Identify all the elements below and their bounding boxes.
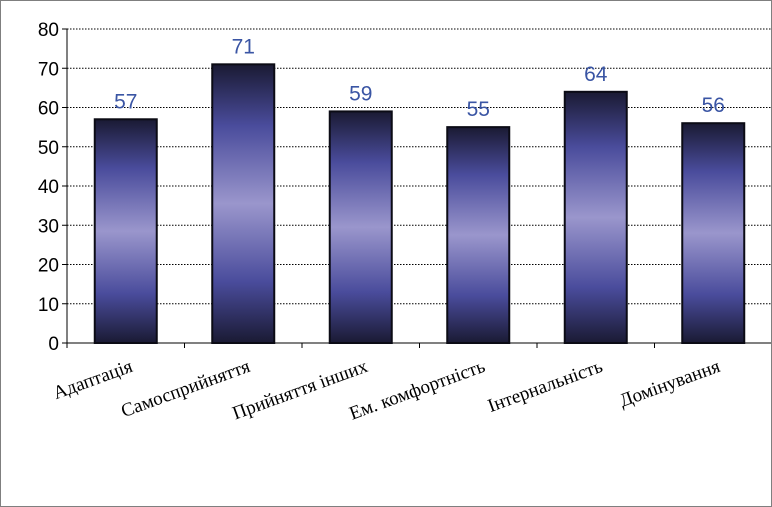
y-tick-label: 0 [48, 334, 59, 355]
bar-3 [328, 110, 393, 344]
data-label-5: 64 [584, 63, 608, 86]
y-tick-label: 70 [38, 59, 59, 80]
bar-2 [211, 63, 276, 344]
data-label-2: 71 [232, 35, 255, 58]
y-tick-labels: 0 10 20 30 40 50 60 70 80 [38, 20, 59, 355]
y-tick-label: 30 [38, 216, 59, 237]
y-tick-label: 40 [38, 177, 59, 198]
gridlines [67, 28, 771, 305]
y-tick-label: 20 [38, 256, 59, 277]
category-label-5: Інтернальність [485, 356, 606, 417]
data-labels: 57 71 59 55 64 56 [114, 35, 725, 121]
bar-6 [681, 122, 746, 344]
bar-4 [446, 126, 511, 344]
y-tick-label: 60 [38, 99, 59, 120]
category-label-6: Домінування [617, 356, 723, 412]
data-label-4: 55 [467, 98, 490, 121]
category-label-4: Ем. комфортність [347, 356, 489, 425]
bars [93, 63, 746, 345]
data-label-1: 57 [114, 90, 137, 113]
data-label-6: 56 [702, 94, 725, 117]
category-label-1: Адаптація [50, 356, 135, 404]
bar-5 [563, 90, 628, 344]
axes [62, 28, 771, 348]
y-tick-label: 50 [38, 138, 59, 159]
y-tick-label: 10 [38, 295, 59, 316]
bar-1 [93, 118, 158, 345]
data-label-3: 59 [349, 82, 372, 105]
y-tick-label: 80 [38, 20, 59, 41]
